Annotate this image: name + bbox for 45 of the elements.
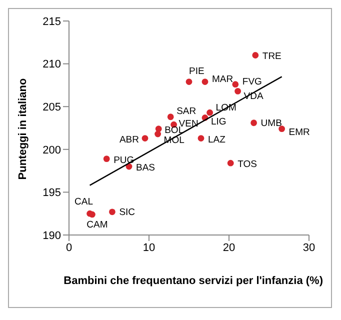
point xyxy=(198,135,204,142)
point xyxy=(103,156,110,162)
x-tick-label: 30 xyxy=(302,242,316,254)
data-label: ABR xyxy=(119,134,140,146)
data-label: EMR xyxy=(288,126,310,138)
point xyxy=(155,126,162,132)
data-label: LIG xyxy=(211,116,226,128)
y-tick-label: 200 xyxy=(42,144,61,156)
data-label: TOS xyxy=(238,159,257,170)
point xyxy=(234,88,241,94)
x-tick-label: 10 xyxy=(142,242,156,254)
data-label: MAR xyxy=(212,74,234,85)
y-axis-title: Punteggi in italiano xyxy=(17,78,29,180)
data-label: PUG xyxy=(114,154,134,166)
data-label: FVG xyxy=(242,76,262,88)
point xyxy=(278,126,285,132)
data-label: CAM xyxy=(86,219,108,230)
data-label: CAL xyxy=(74,196,94,208)
data-label: BAS xyxy=(136,162,156,174)
y-tick-label: 190 xyxy=(42,230,61,242)
data-label: UMB xyxy=(260,118,282,129)
x-tick-label: 20 xyxy=(222,242,236,254)
point xyxy=(232,81,239,88)
point xyxy=(186,78,192,85)
data-label: TRE xyxy=(262,51,282,62)
point xyxy=(109,208,116,216)
point xyxy=(206,109,213,116)
y-tick-label: 195 xyxy=(42,187,61,200)
data-label: SIC xyxy=(119,206,136,218)
point xyxy=(142,135,148,142)
y-tick-label: 205 xyxy=(42,102,61,114)
point xyxy=(89,211,96,218)
point xyxy=(227,160,234,166)
y-tick-label: 210 xyxy=(42,58,61,71)
point xyxy=(252,52,259,58)
y-tick-label: 215 xyxy=(42,16,61,28)
point xyxy=(167,114,174,120)
point xyxy=(202,78,208,85)
x-axis-title: Bambini che frequentano servizi per l'infanzia (%) xyxy=(62,275,324,287)
data-label: PIE xyxy=(189,66,204,77)
data-label: LAZ xyxy=(208,134,226,146)
data-label: SAR xyxy=(176,106,196,117)
point xyxy=(154,130,161,138)
x-tick-label: 0 xyxy=(66,242,72,254)
point xyxy=(250,120,257,126)
